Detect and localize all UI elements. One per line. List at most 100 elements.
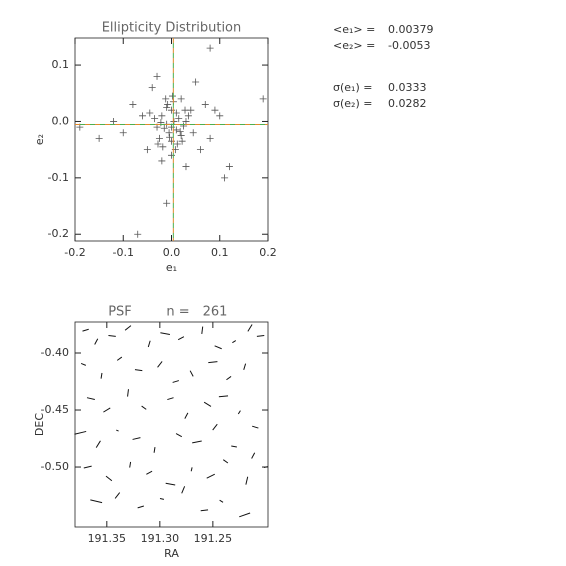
whisker bbox=[160, 332, 170, 336]
point bbox=[216, 112, 224, 120]
y-axis-label: DEC bbox=[33, 413, 46, 436]
point bbox=[155, 134, 163, 142]
x-tick-label: 0.1 bbox=[211, 246, 229, 259]
chart-title: PSF bbox=[108, 305, 132, 320]
point bbox=[163, 103, 171, 111]
whisker bbox=[147, 340, 151, 348]
stat-label: σ(e₂) = bbox=[333, 97, 372, 110]
y-tick-label: -0.2 bbox=[48, 227, 69, 240]
whisker bbox=[203, 401, 212, 407]
whisker bbox=[105, 475, 113, 482]
whisker bbox=[189, 370, 194, 377]
point bbox=[259, 95, 267, 103]
point bbox=[164, 101, 172, 109]
stat-value: 0.00379 bbox=[388, 23, 434, 36]
x-axis-label: e₁ bbox=[166, 261, 177, 274]
whisker bbox=[165, 482, 176, 486]
point bbox=[143, 146, 151, 154]
y-tick-label: -0.40 bbox=[41, 346, 69, 359]
point bbox=[153, 72, 161, 80]
point bbox=[168, 92, 176, 100]
point bbox=[95, 134, 103, 142]
y-axis-label: e₂ bbox=[33, 134, 46, 145]
x-tick-label: -0.1 bbox=[113, 246, 134, 259]
whisker bbox=[86, 397, 95, 401]
point bbox=[189, 129, 197, 137]
whisker bbox=[116, 429, 119, 432]
whisker bbox=[124, 325, 132, 331]
point bbox=[134, 230, 142, 238]
whisker bbox=[146, 470, 153, 475]
chart-title: Ellipticity Distribution bbox=[102, 21, 242, 36]
point bbox=[172, 126, 180, 134]
point bbox=[170, 117, 178, 125]
point bbox=[168, 106, 175, 114]
plot-frame bbox=[74, 321, 269, 528]
x-tick-label: -0.2 bbox=[64, 246, 85, 259]
whisker bbox=[157, 361, 163, 368]
whisker bbox=[94, 338, 99, 345]
point bbox=[166, 133, 174, 141]
point bbox=[139, 112, 147, 120]
x-axis-label: RA bbox=[164, 547, 179, 560]
point bbox=[178, 137, 186, 145]
stat-label: <e₁> = bbox=[333, 23, 375, 36]
whisker bbox=[80, 362, 87, 366]
y-tick-label: -0.50 bbox=[41, 460, 69, 473]
point bbox=[192, 78, 200, 86]
whisker bbox=[212, 423, 218, 431]
x-tick-label: 191.30 bbox=[141, 532, 180, 545]
whisker bbox=[103, 407, 111, 413]
point bbox=[211, 106, 219, 114]
y-tick-label: -0.45 bbox=[41, 403, 69, 416]
stat-label: <e₂> = bbox=[333, 39, 375, 52]
whisker bbox=[231, 445, 237, 448]
whisker bbox=[226, 376, 232, 381]
point bbox=[160, 124, 168, 132]
point bbox=[168, 137, 175, 145]
x-tick-label: 0.0 bbox=[163, 246, 181, 259]
point bbox=[163, 199, 171, 207]
whisker bbox=[132, 437, 141, 440]
whisker bbox=[222, 459, 229, 464]
whisker bbox=[219, 499, 224, 503]
whisker bbox=[247, 324, 253, 332]
point bbox=[206, 44, 214, 52]
point bbox=[182, 163, 190, 171]
whisker bbox=[200, 509, 209, 512]
whisker bbox=[256, 334, 265, 337]
whisker bbox=[137, 505, 144, 509]
whisker bbox=[90, 499, 103, 504]
stat-value: 0.0333 bbox=[388, 81, 427, 94]
point bbox=[201, 101, 209, 109]
whisker bbox=[181, 486, 186, 494]
point bbox=[148, 84, 156, 92]
y-tick-label: 0.1 bbox=[52, 58, 70, 71]
whisker bbox=[74, 430, 87, 435]
whisker bbox=[114, 492, 121, 499]
whisker bbox=[153, 447, 156, 453]
whisker bbox=[201, 326, 204, 334]
whisker bbox=[127, 389, 129, 397]
whisker bbox=[167, 397, 174, 401]
x-tick-label: 191.35 bbox=[88, 532, 127, 545]
count-label: n = bbox=[166, 305, 189, 320]
count-value: 261 bbox=[203, 305, 228, 320]
whisker bbox=[192, 440, 202, 444]
whisker bbox=[237, 410, 241, 415]
point bbox=[196, 146, 204, 154]
whisker bbox=[100, 372, 103, 379]
stat-value: 0.0282 bbox=[388, 97, 427, 110]
point bbox=[158, 157, 166, 165]
stat-value: -0.0053 bbox=[388, 39, 430, 52]
x-tick-label: 191.25 bbox=[194, 532, 233, 545]
point bbox=[180, 122, 188, 130]
whisker bbox=[208, 361, 218, 364]
point bbox=[225, 163, 233, 171]
whisker bbox=[218, 395, 229, 398]
y-tick-label: -0.1 bbox=[48, 171, 69, 184]
point bbox=[221, 174, 229, 182]
whisker bbox=[83, 465, 92, 469]
point bbox=[172, 109, 180, 117]
